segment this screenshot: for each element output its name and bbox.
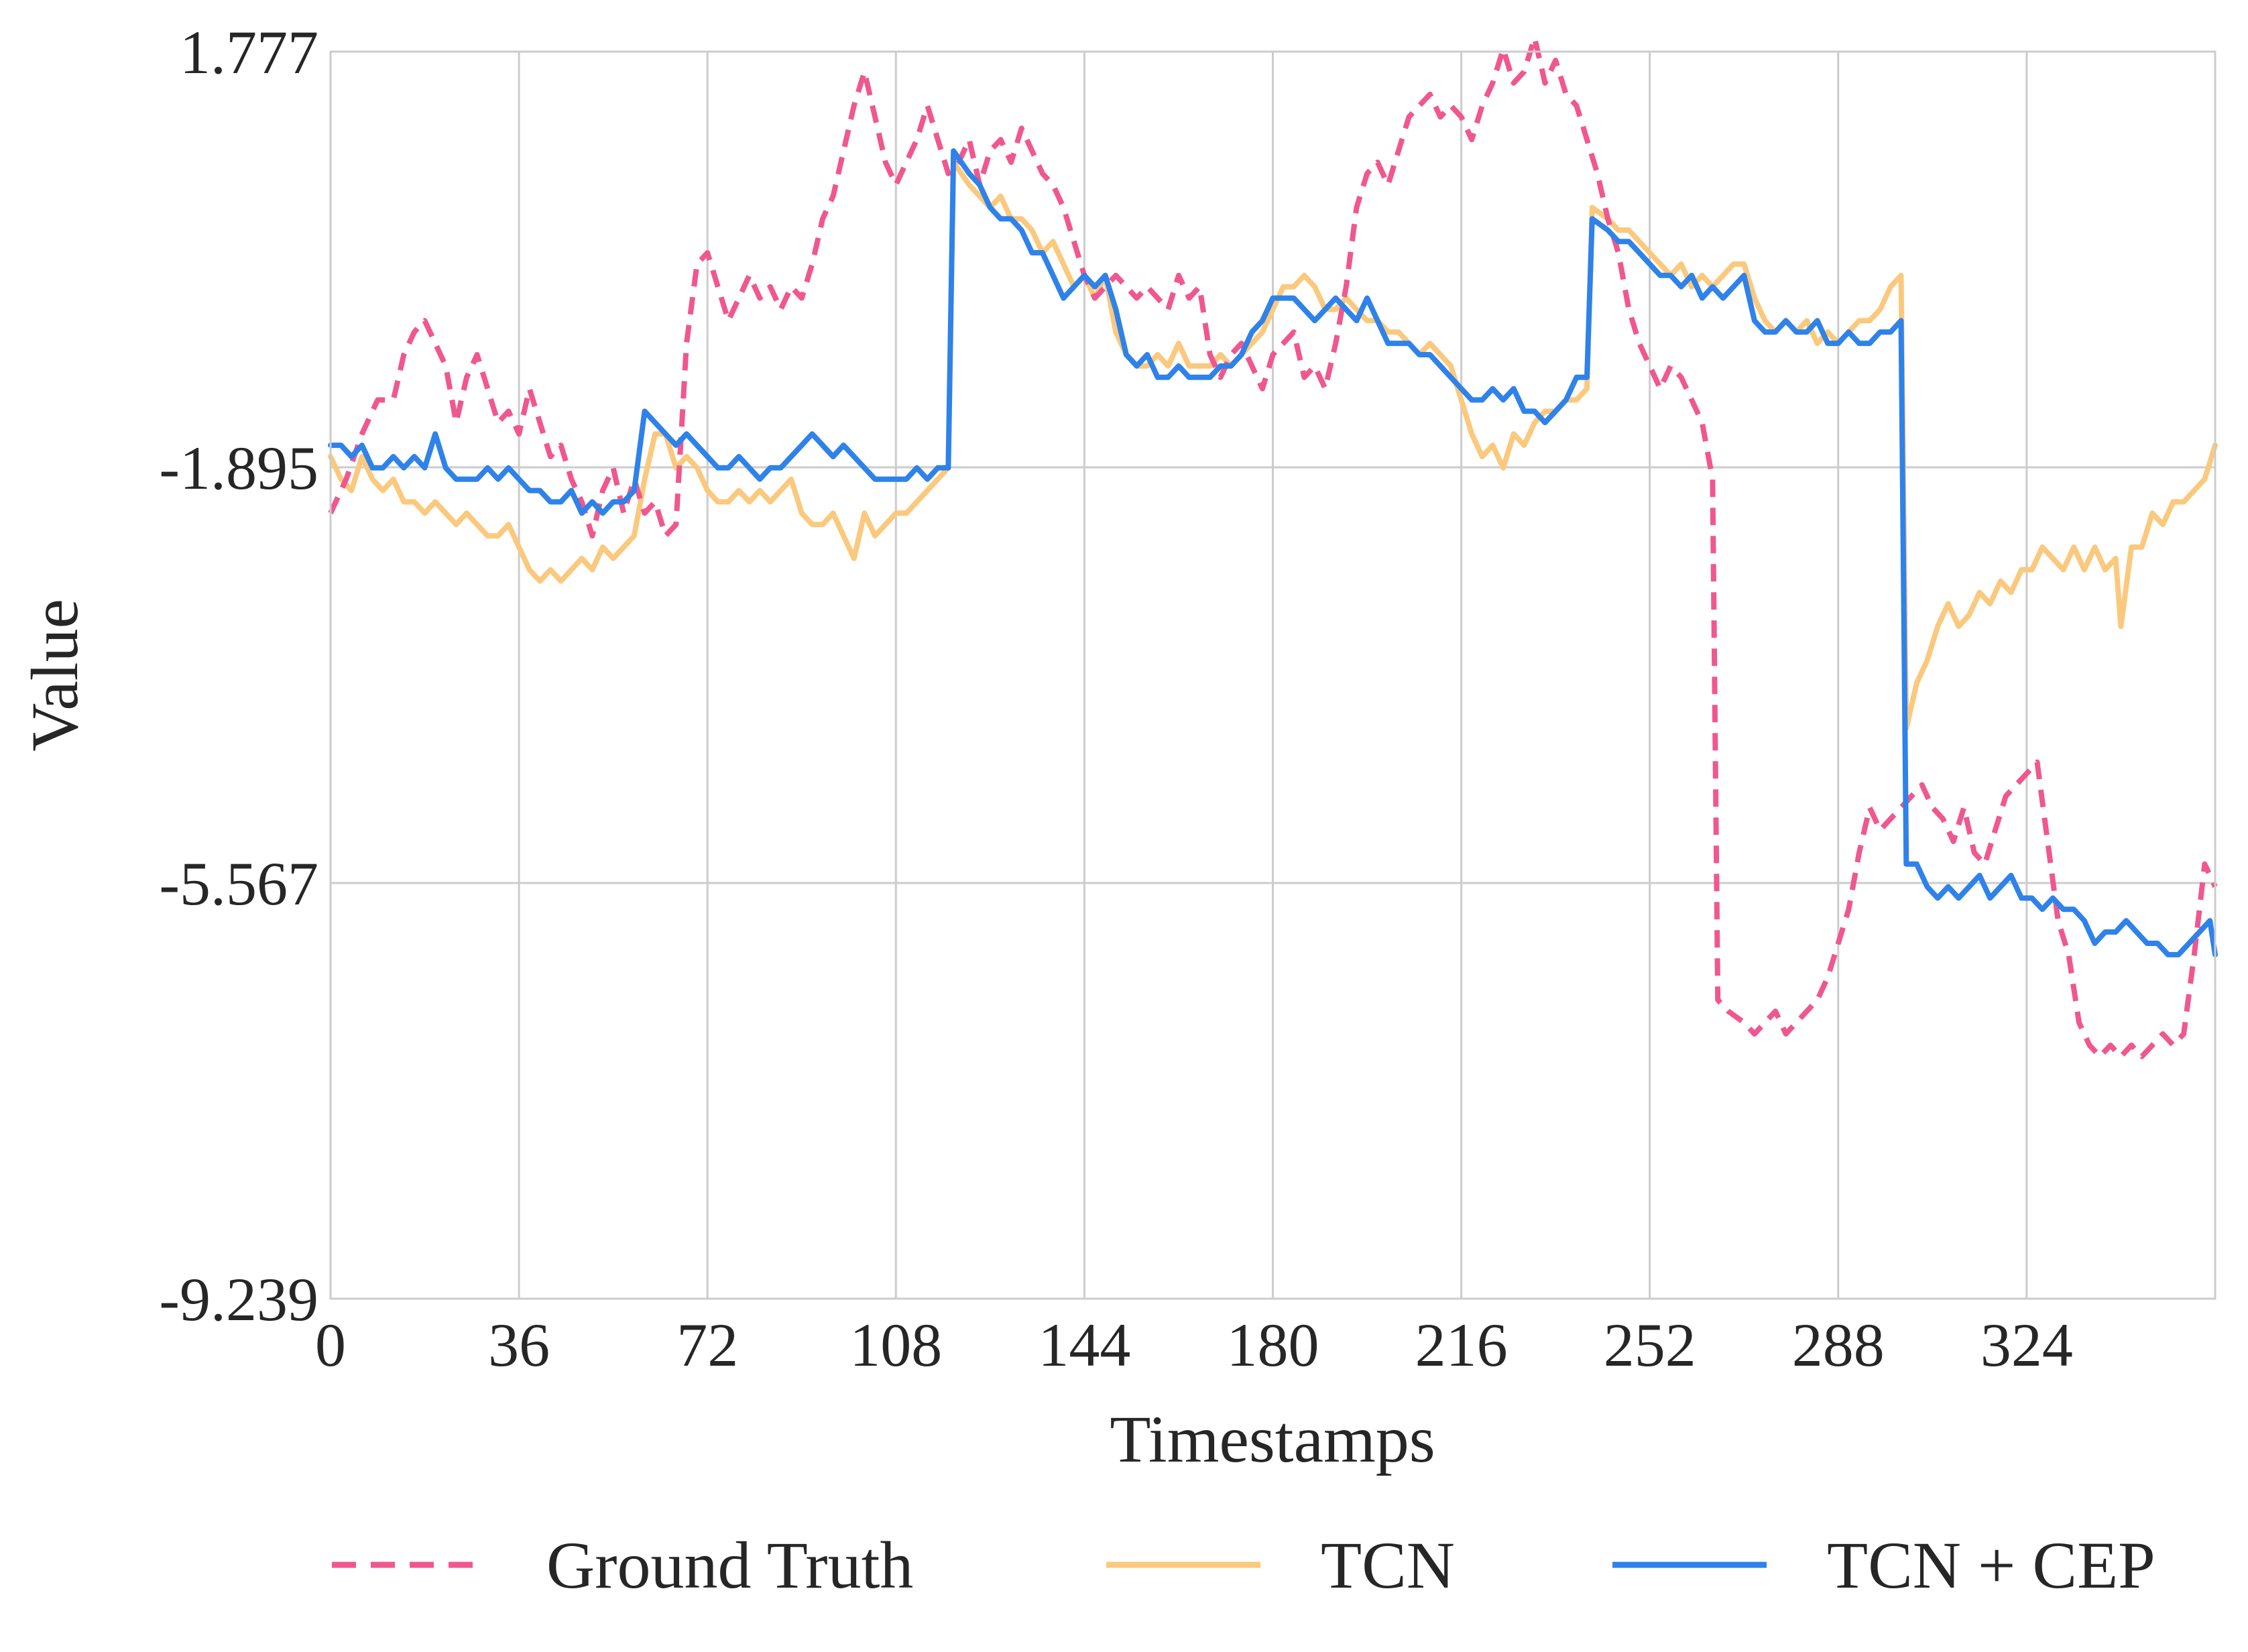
x-tick-label: 144 xyxy=(1038,1311,1130,1379)
y-tick-label: 1.777 xyxy=(180,18,318,86)
legend: Ground Truth TCN TCN + CEP xyxy=(332,1528,2155,1602)
y-axis-ticks: 1.777 -1.895 -5.567 -9.239 xyxy=(159,18,318,1334)
x-tick-label: 72 xyxy=(676,1311,738,1379)
x-tick-label: 252 xyxy=(1604,1311,1696,1379)
y-tick-label: -5.567 xyxy=(159,849,318,918)
plot-frame xyxy=(329,50,2216,1300)
x-tick-label: 108 xyxy=(849,1311,942,1379)
legend-label: Ground Truth xyxy=(546,1528,913,1602)
x-axis-title: Timestamps xyxy=(1110,1402,1435,1476)
legend-label: TCN + CEP xyxy=(1827,1528,2155,1602)
x-tick-label: 36 xyxy=(488,1311,550,1379)
x-tick-label: 216 xyxy=(1415,1311,1508,1379)
y-tick-label: -9.239 xyxy=(159,1265,318,1334)
legend-label: TCN xyxy=(1321,1528,1455,1602)
x-axis-ticks: 0 36 72 108 144 180 216 252 288 324 xyxy=(315,1311,2073,1379)
grid xyxy=(329,50,2215,1300)
y-tick-label: -1.895 xyxy=(159,434,318,502)
series-line-tcn-cep xyxy=(328,148,2218,957)
x-tick-label: 288 xyxy=(1792,1311,1885,1379)
plot-area xyxy=(328,35,2218,1059)
x-tick-label: 0 xyxy=(315,1311,346,1379)
y-axis-title: Value xyxy=(17,599,92,752)
x-tick-label: 324 xyxy=(1980,1311,2073,1379)
x-tick-label: 180 xyxy=(1227,1311,1319,1379)
